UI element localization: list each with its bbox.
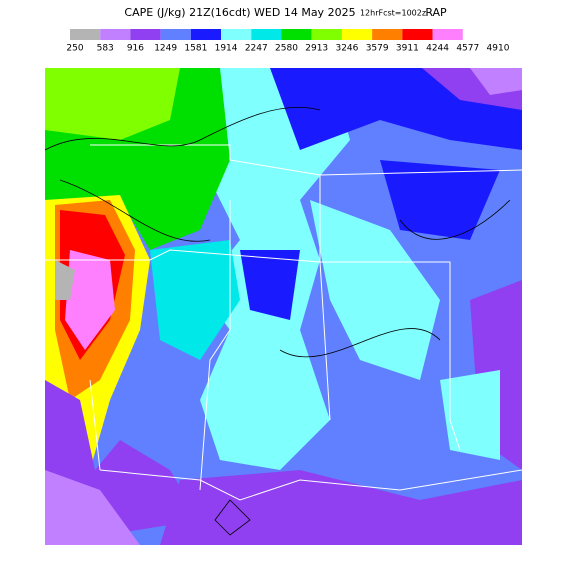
legend-swatch xyxy=(372,29,403,40)
legend-label: 250 xyxy=(66,44,83,54)
legend-label: 3911 xyxy=(396,44,419,54)
legend-swatch xyxy=(402,29,433,40)
legend-label: 583 xyxy=(97,44,114,54)
legend-label: 2247 xyxy=(245,44,268,54)
legend-swatch xyxy=(251,29,282,40)
legend-swatch xyxy=(281,29,312,40)
forecast: 12hrFcst=1002z xyxy=(360,9,426,18)
legend-swatch xyxy=(100,29,131,40)
legend-swatch xyxy=(70,29,101,40)
legend-label: 4244 xyxy=(426,44,449,54)
legend-label: 2913 xyxy=(305,44,328,54)
legend-swatch xyxy=(341,29,373,40)
legend-label: 916 xyxy=(127,44,144,54)
model: RAP xyxy=(425,6,447,19)
legend-swatch xyxy=(130,29,161,40)
map xyxy=(45,68,522,545)
legend-label: 1581 xyxy=(184,44,207,54)
legend-swatch xyxy=(190,29,222,40)
legend-label: 4577 xyxy=(456,44,479,54)
legend-label: 1249 xyxy=(154,44,177,54)
legend-label: 3246 xyxy=(335,44,358,54)
title: CAPE (J/kg) 21Z(16cdt) WED 14 May 2025 xyxy=(124,6,355,19)
legend-swatch xyxy=(221,29,252,40)
legend-label: 3579 xyxy=(366,44,389,54)
legend-swatch xyxy=(160,29,191,40)
legend-label: 4910 xyxy=(487,44,510,54)
legend-label: 1914 xyxy=(215,44,238,54)
legend: 250 583 916 1249 1581 1914 2247 2580 2913 3246 357… xyxy=(66,29,510,54)
legend-swatch xyxy=(311,29,342,40)
legend-label: 2580 xyxy=(275,44,298,54)
legend-swatch xyxy=(432,29,463,40)
